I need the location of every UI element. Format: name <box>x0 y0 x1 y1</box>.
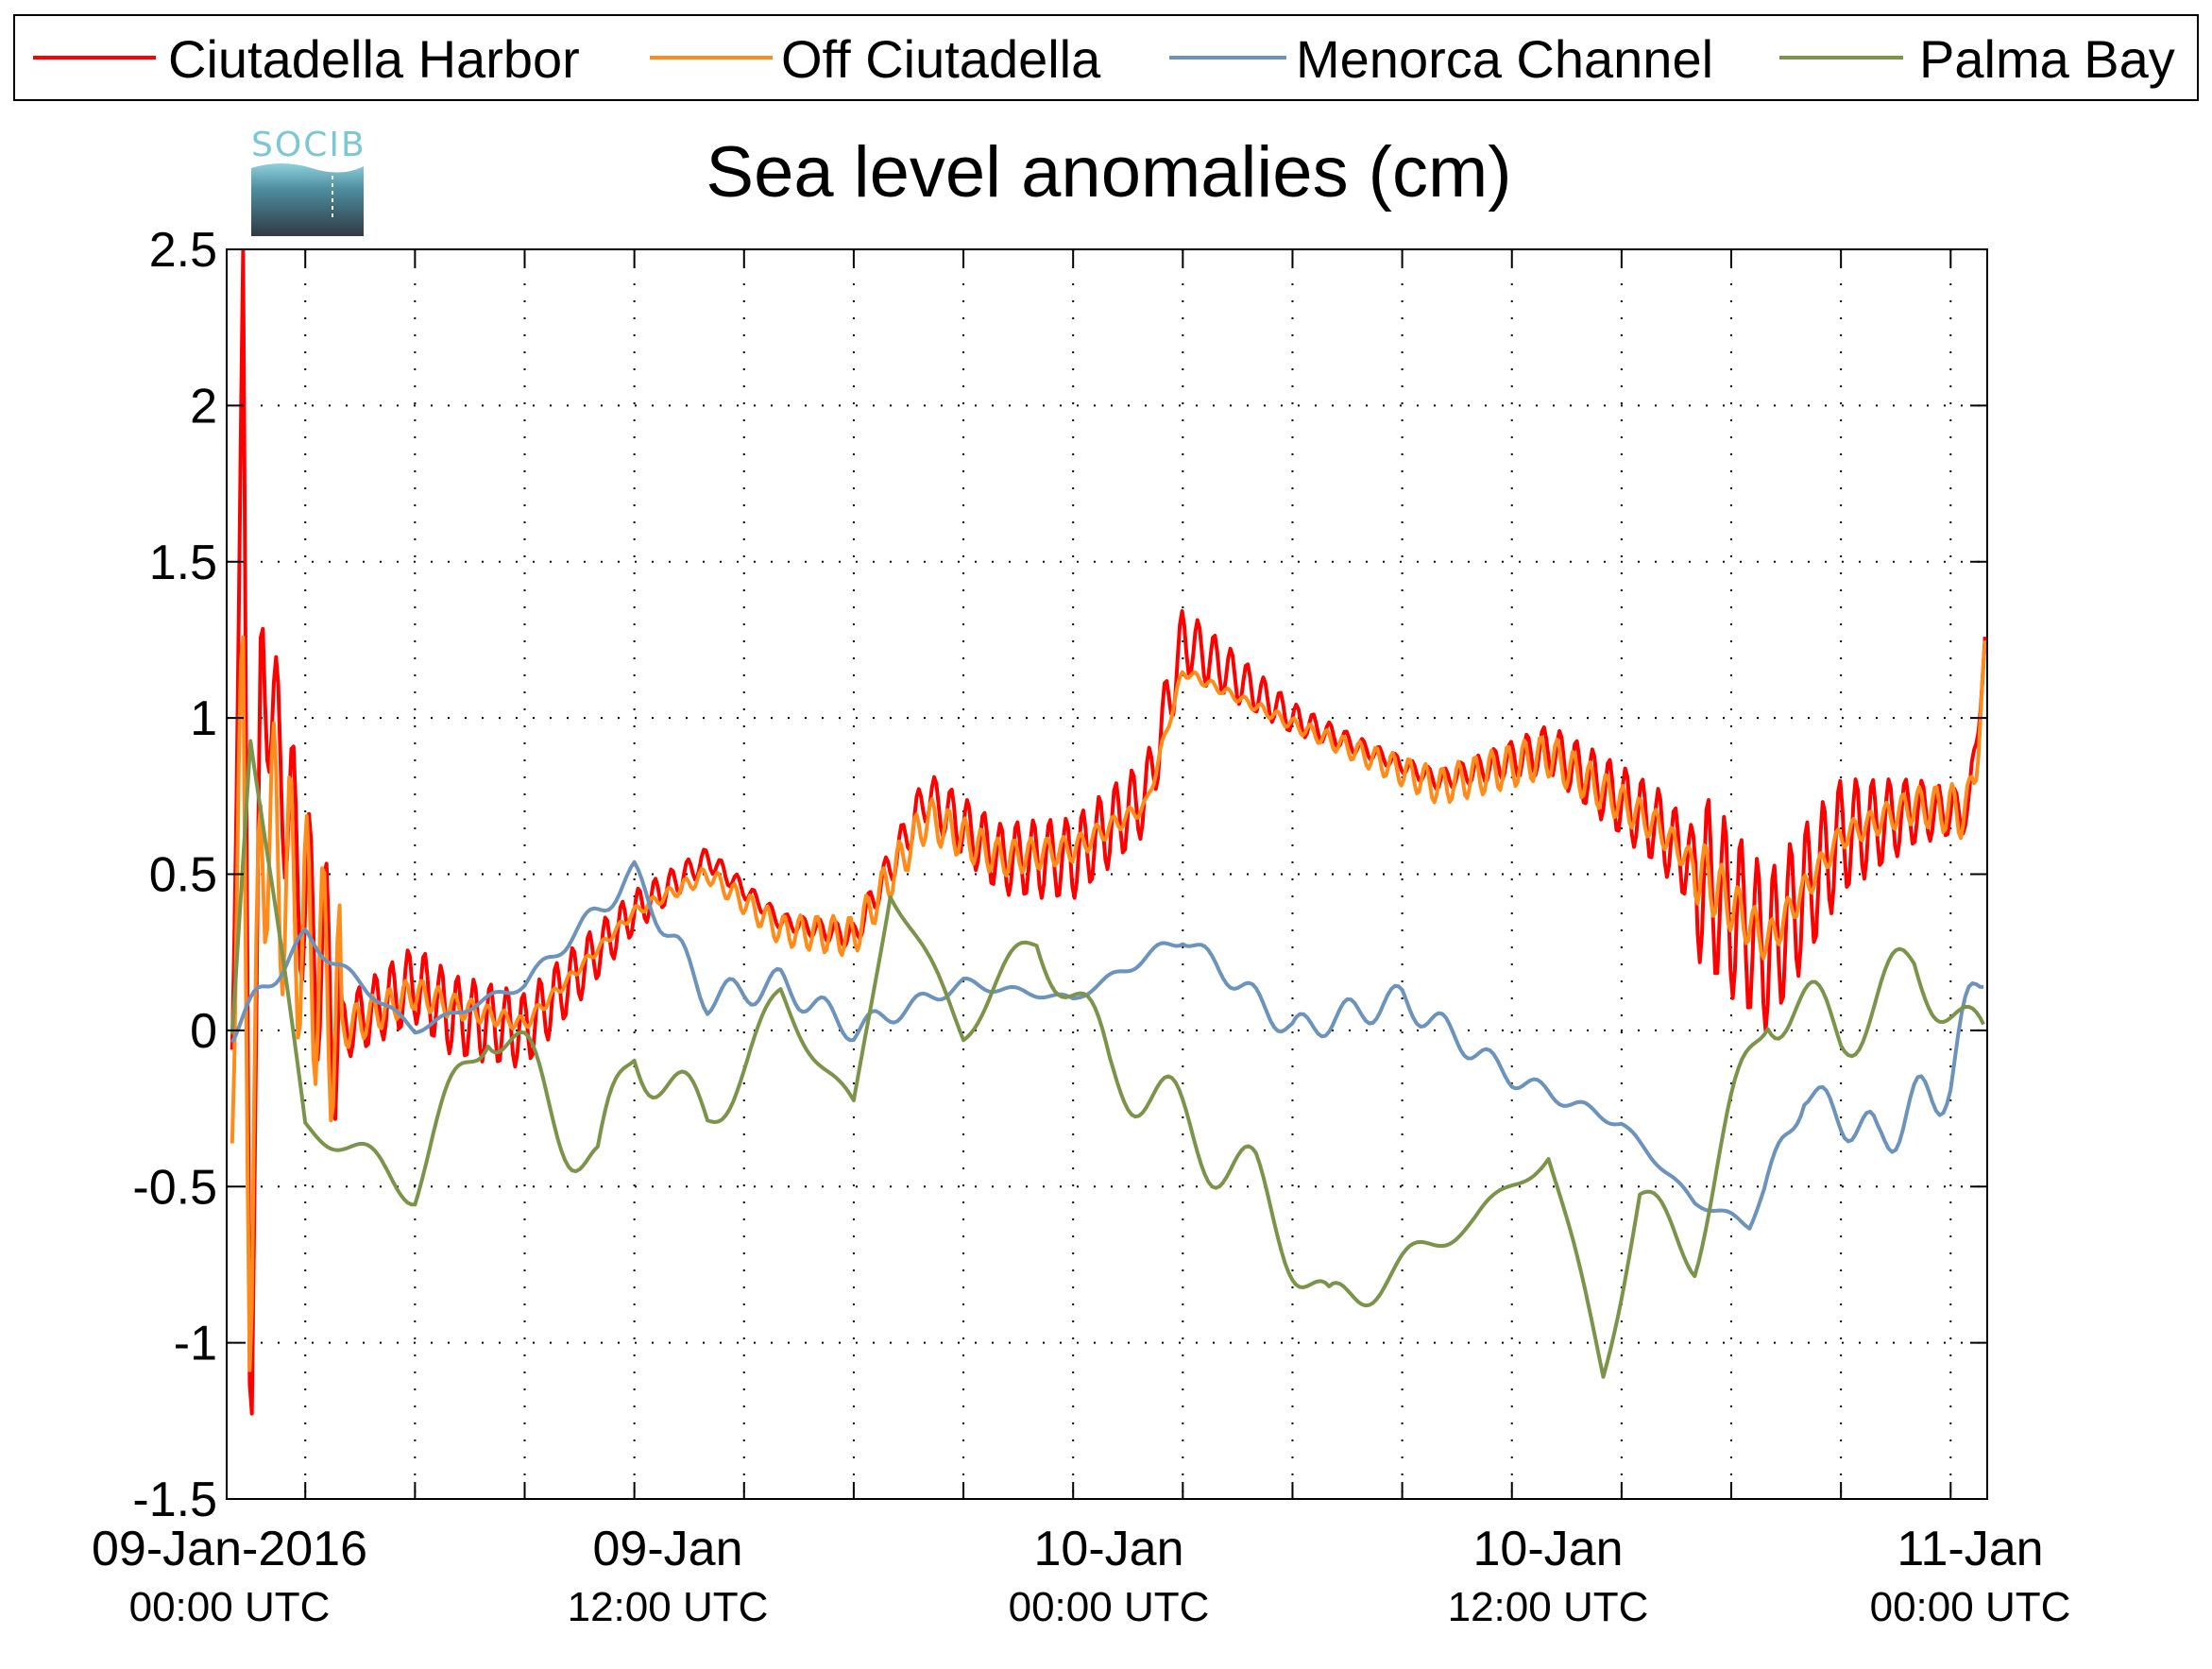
y-tick-label: -1.5 <box>132 1473 217 1527</box>
y-tick-label: -1 <box>174 1317 217 1371</box>
x-tick-label-date: 09-Jan-2016 <box>92 1522 367 1576</box>
legend-label-off-ciutadella: Off Ciutadella <box>781 29 1101 89</box>
legend-label-palma-bay: Palma Bay <box>1919 29 2175 89</box>
series-line-off-ciutadella <box>230 635 1987 1372</box>
series-layer <box>230 247 1987 1416</box>
logo-wave <box>251 163 364 236</box>
y-tick-label: 1.5 <box>149 536 217 590</box>
y-tick-label: 2 <box>190 379 217 434</box>
x-tick-label-date: 10-Jan <box>1034 1522 1184 1576</box>
legend-label-ciutadella-harbor: Ciutadella Harbor <box>168 29 580 89</box>
axis-tick-labels: 2.5 2 1.5 1 0.5 0 -0.5 -1 -1.509-Jan-2016 00:00 U… <box>92 223 2070 1630</box>
axis-ticks <box>227 248 1987 1500</box>
y-tick-label: 2.5 <box>149 223 217 278</box>
x-tick-label-time: 12:00 UTC <box>568 1584 769 1630</box>
legend-label-menorca-channel: Menorca Channel <box>1296 29 1713 89</box>
legend: Ciutadella Harbor Off Ciutadella Menorca… <box>13 14 2199 101</box>
x-tick-label-time: 00:00 UTC <box>129 1584 331 1630</box>
chart-title: Sea level anomalies (cm) <box>706 132 1511 213</box>
x-tick-label-time: 00:00 UTC <box>1870 1584 2071 1630</box>
x-tick-label-date: 11-Jan <box>1897 1522 2043 1576</box>
x-tick-label-time: 12:00 UTC <box>1448 1584 1649 1630</box>
series-line-menorca-channel <box>230 860 1984 1231</box>
x-tick-label-date: 09-Jan <box>593 1522 743 1576</box>
y-tick-label: -0.5 <box>132 1160 217 1215</box>
y-tick-label: 0 <box>190 1004 217 1059</box>
x-tick-label-date: 10-Jan <box>1473 1522 1624 1576</box>
y-tick-label: 0.5 <box>149 848 217 903</box>
logo-text: SOCIB <box>251 126 366 164</box>
series-line-palma-bay <box>230 739 1985 1379</box>
series-line-ciutadella-harbor <box>230 247 1987 1416</box>
socib-logo: SOCIB <box>251 126 366 236</box>
y-tick-label: 1 <box>190 691 217 746</box>
x-tick-label-time: 00:00 UTC <box>1009 1584 1210 1630</box>
